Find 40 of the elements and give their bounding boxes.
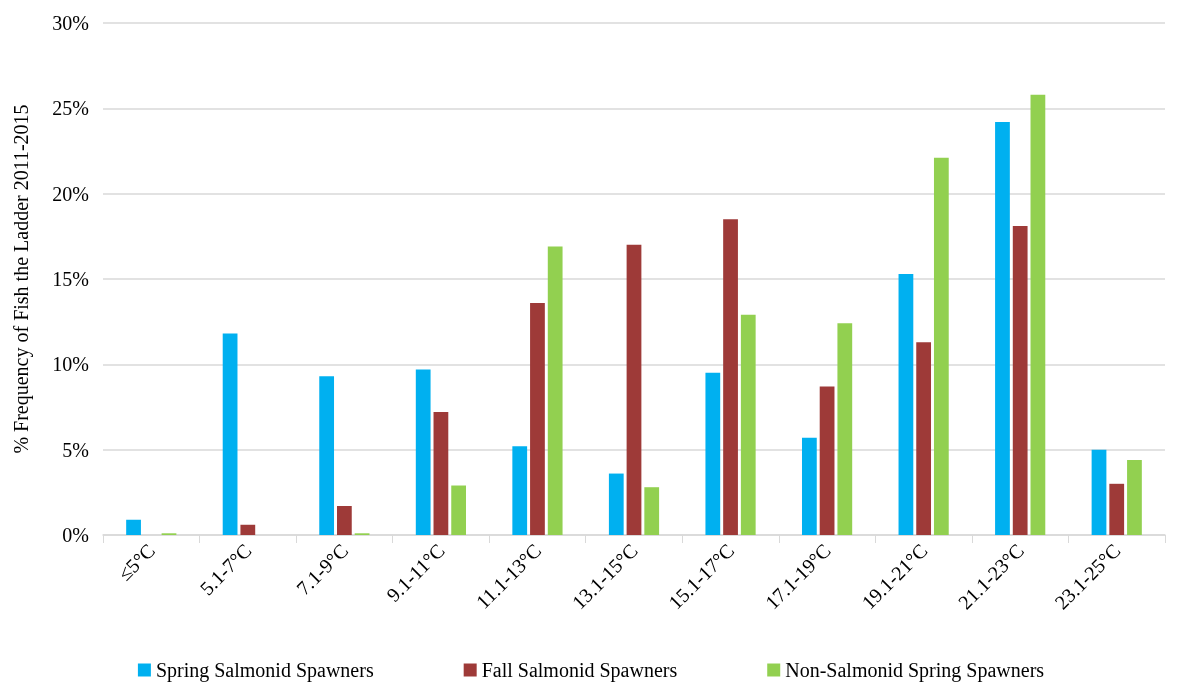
bar	[801, 437, 817, 535]
bar	[916, 342, 932, 535]
bar	[1091, 449, 1107, 535]
legend-label: Spring Salmonid Spawners	[155, 659, 374, 682]
bar	[1030, 94, 1046, 535]
bar	[608, 473, 624, 535]
y-axis-title: % Frequency of Fish the Ladder 2011-2015	[10, 104, 33, 454]
bar	[626, 244, 642, 535]
y-tick-label: 15%	[52, 268, 89, 290]
bar	[240, 524, 256, 535]
y-tick-label: 30%	[52, 12, 89, 34]
bar	[1109, 483, 1125, 535]
bar	[547, 246, 563, 535]
legend-label: Fall Salmonid Spawners	[481, 659, 678, 682]
bar	[837, 323, 853, 535]
bar	[1127, 459, 1142, 535]
bar	[336, 505, 352, 535]
bar	[740, 314, 756, 535]
bar	[415, 369, 431, 535]
bar	[1012, 226, 1028, 535]
bar	[512, 446, 528, 535]
y-tick-label: 5%	[62, 438, 89, 461]
y-tick-label: 20%	[52, 182, 89, 205]
bar	[530, 302, 545, 535]
bar	[995, 121, 1010, 535]
bar	[933, 157, 949, 535]
bar	[319, 376, 335, 535]
y-tick-label: 25%	[52, 97, 89, 120]
bar	[705, 372, 721, 535]
bar	[126, 519, 141, 535]
bar	[451, 485, 467, 535]
y-tick-label: 10%	[52, 353, 89, 376]
bar	[433, 412, 449, 535]
legend-label: Non-Salmonid Spring Spawners	[785, 659, 1045, 682]
bar	[898, 273, 914, 535]
bar	[723, 219, 738, 535]
y-tick-label: 0%	[62, 524, 89, 546]
bar	[222, 333, 238, 535]
bar	[644, 487, 660, 535]
bar	[819, 386, 835, 535]
